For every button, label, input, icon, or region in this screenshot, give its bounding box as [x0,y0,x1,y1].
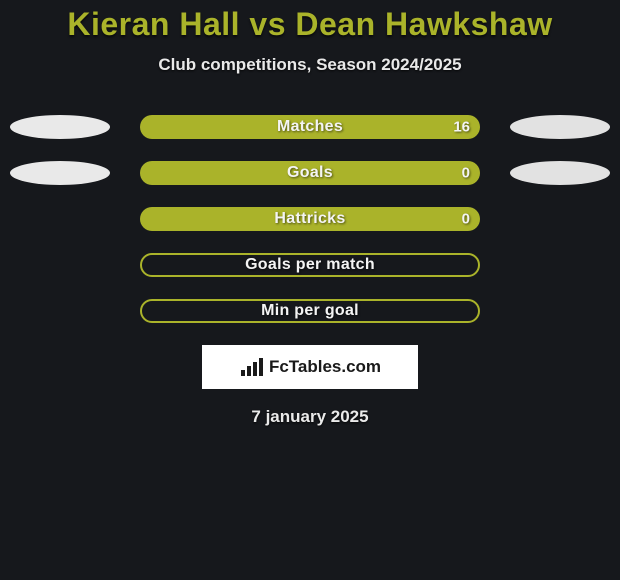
stat-row: Hattricks 0 [0,207,620,231]
left-marker [10,161,110,185]
left-marker [10,115,110,139]
stat-row: Min per goal [0,299,620,323]
stat-row: Goals 0 [0,161,620,185]
stat-label: Goals per match [245,256,375,274]
infographic: Kieran Hall vs Dean Hawkshaw Club compet… [0,0,620,580]
page-title: Kieran Hall vs Dean Hawkshaw [0,6,620,43]
stat-bar-matches: Matches 16 [140,115,480,139]
stat-value: 16 [453,119,470,136]
stat-bar-goals: Goals 0 [140,161,480,185]
bar-chart-icon [239,356,265,378]
stat-label: Matches [277,118,343,136]
stat-bar-min-per-goal: Min per goal [140,299,480,323]
stat-value: 0 [462,211,470,228]
logo-box: FcTables.com [202,345,418,389]
date-text: 7 january 2025 [0,407,620,427]
right-marker [510,115,610,139]
stat-label: Min per goal [261,302,359,320]
subtitle: Club competitions, Season 2024/2025 [0,55,620,75]
logo-text: FcTables.com [269,357,381,377]
stat-row: Goals per match [0,253,620,277]
stat-label: Goals [287,164,333,182]
stat-row: Matches 16 [0,115,620,139]
stat-bar-hattricks: Hattricks 0 [140,207,480,231]
stat-bar-goals-per-match: Goals per match [140,253,480,277]
stat-rows: Matches 16 Goals 0 Hattricks 0 Goal [0,115,620,323]
stat-label: Hattricks [274,210,345,228]
right-marker [510,161,610,185]
stat-value: 0 [462,165,470,182]
